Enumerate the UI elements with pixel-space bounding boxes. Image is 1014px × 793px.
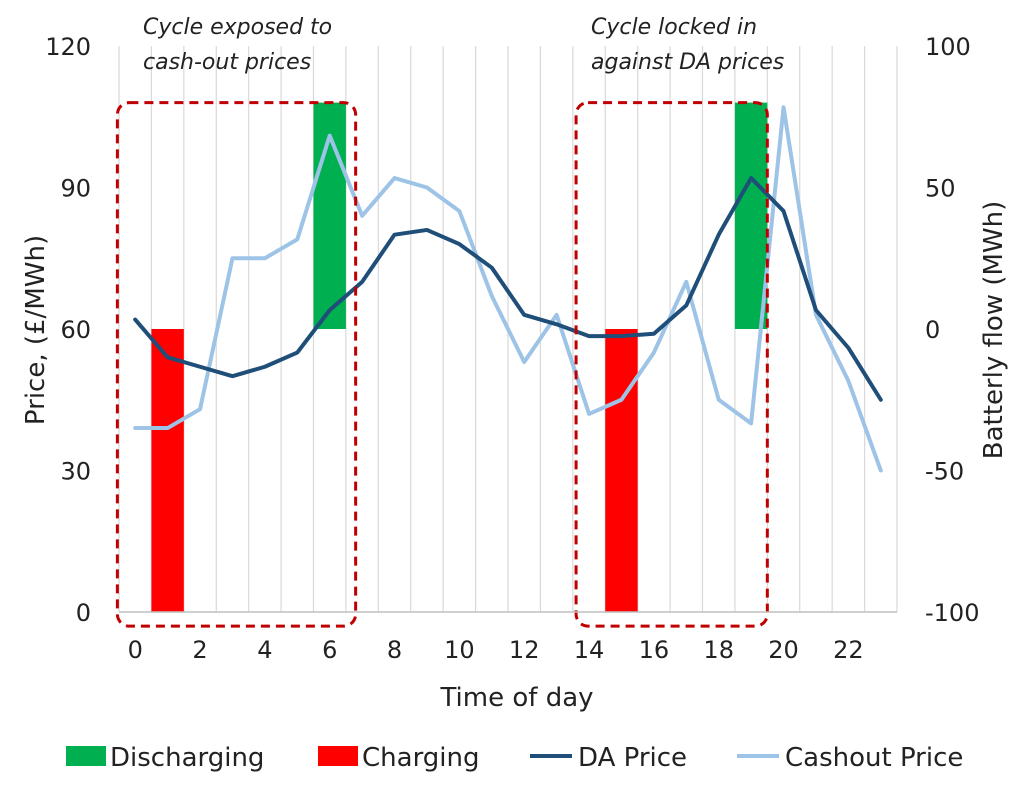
x-tick-label: 18 [703,636,734,664]
x-tick-label: 8 [387,636,402,664]
left-axis-ticks: 0 30 60 90 120 [45,33,91,627]
x-tick-label: 12 [509,636,540,664]
right-tick-label: 0 [925,316,940,344]
x-tick-label: 20 [768,636,799,664]
charging-bar [151,329,184,612]
right-tick-label: -50 [925,458,964,486]
annotation-right-line2: against DA prices [591,50,784,75]
charging-bar [605,329,638,612]
left-tick-label: 0 [76,599,91,627]
annotation-box-cashout [115,101,358,628]
da-price-line [133,176,883,402]
annotation-left-line1: Cycle exposed to [143,15,332,40]
discharging-bar [734,102,768,329]
left-tick-label: 90 [60,175,91,203]
annotation-right-line1: Cycle locked in [591,15,757,40]
left-axis-title: Price, (£/MWh) [21,235,51,425]
left-tick-label: 30 [60,458,91,486]
x-tick-label: 14 [574,636,605,664]
lines [133,105,883,473]
right-tick-label: 50 [925,175,956,203]
x-axis-title: Time of day [439,683,593,713]
cashout-price-line [133,105,883,473]
x-tick-label: 4 [257,636,272,664]
x-tick-label: 10 [444,636,475,664]
legend-label-charging: Charging [362,743,480,773]
right-axis-title: Batterly flow (MWh) [979,201,1009,459]
annotation-boxes [115,101,769,628]
x-tick-label: 16 [639,636,670,664]
right-tick-label: 100 [925,33,971,61]
left-tick-label: 60 [60,316,91,344]
x-axis-ticks: 0 2 4 6 8 10 12 14 16 18 20 22 [128,636,864,664]
x-tick-label: 6 [322,636,337,664]
legend-label-da-price: DA Price [578,743,687,773]
legend: Discharging Charging DA Price Cashout Pr… [66,743,963,773]
bars [151,102,768,612]
right-axis-ticks: -100 -50 0 50 100 [925,33,979,627]
legend-label-discharging: Discharging [110,743,264,773]
x-tick-label: 2 [192,636,207,664]
legend-swatch-charging [318,746,358,766]
right-tick-label: -100 [925,599,979,627]
annotation-left-line2: cash-out prices [143,50,311,75]
legend-swatch-discharging [66,746,106,766]
annotation-box-da [574,101,769,628]
x-tick-label: 22 [833,636,864,664]
left-tick-label: 120 [45,33,91,61]
x-tick-label: 0 [128,636,143,664]
legend-label-cashout-price: Cashout Price [785,743,963,773]
